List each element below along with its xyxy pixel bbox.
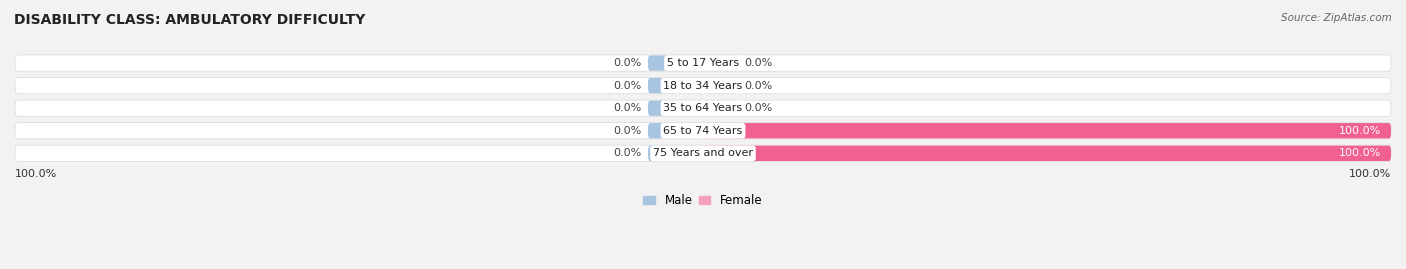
FancyBboxPatch shape — [648, 123, 703, 139]
Text: 75 Years and over: 75 Years and over — [652, 148, 754, 158]
FancyBboxPatch shape — [703, 123, 1391, 139]
Legend: Male, Female: Male, Female — [638, 189, 768, 212]
FancyBboxPatch shape — [15, 55, 1391, 71]
FancyBboxPatch shape — [15, 100, 1391, 116]
FancyBboxPatch shape — [648, 146, 703, 161]
Text: 0.0%: 0.0% — [613, 58, 641, 68]
FancyBboxPatch shape — [703, 55, 737, 71]
FancyBboxPatch shape — [648, 55, 703, 71]
FancyBboxPatch shape — [15, 77, 1391, 94]
Text: 0.0%: 0.0% — [613, 81, 641, 91]
Text: 35 to 64 Years: 35 to 64 Years — [664, 103, 742, 113]
Text: 0.0%: 0.0% — [744, 58, 772, 68]
Text: 0.0%: 0.0% — [613, 148, 641, 158]
FancyBboxPatch shape — [15, 145, 1391, 161]
FancyBboxPatch shape — [648, 101, 703, 116]
Text: 100.0%: 100.0% — [15, 169, 58, 179]
Text: 100.0%: 100.0% — [1339, 126, 1381, 136]
Text: 18 to 34 Years: 18 to 34 Years — [664, 81, 742, 91]
FancyBboxPatch shape — [703, 146, 1391, 161]
FancyBboxPatch shape — [703, 78, 737, 93]
FancyBboxPatch shape — [703, 101, 737, 116]
Text: DISABILITY CLASS: AMBULATORY DIFFICULTY: DISABILITY CLASS: AMBULATORY DIFFICULTY — [14, 13, 366, 27]
Text: 0.0%: 0.0% — [744, 103, 772, 113]
Text: 0.0%: 0.0% — [613, 103, 641, 113]
Text: 0.0%: 0.0% — [613, 126, 641, 136]
FancyBboxPatch shape — [15, 123, 1391, 139]
Text: 5 to 17 Years: 5 to 17 Years — [666, 58, 740, 68]
Text: 65 to 74 Years: 65 to 74 Years — [664, 126, 742, 136]
Text: Source: ZipAtlas.com: Source: ZipAtlas.com — [1281, 13, 1392, 23]
Text: 100.0%: 100.0% — [1339, 148, 1381, 158]
Text: 100.0%: 100.0% — [1348, 169, 1391, 179]
FancyBboxPatch shape — [648, 78, 703, 93]
Text: 0.0%: 0.0% — [744, 81, 772, 91]
